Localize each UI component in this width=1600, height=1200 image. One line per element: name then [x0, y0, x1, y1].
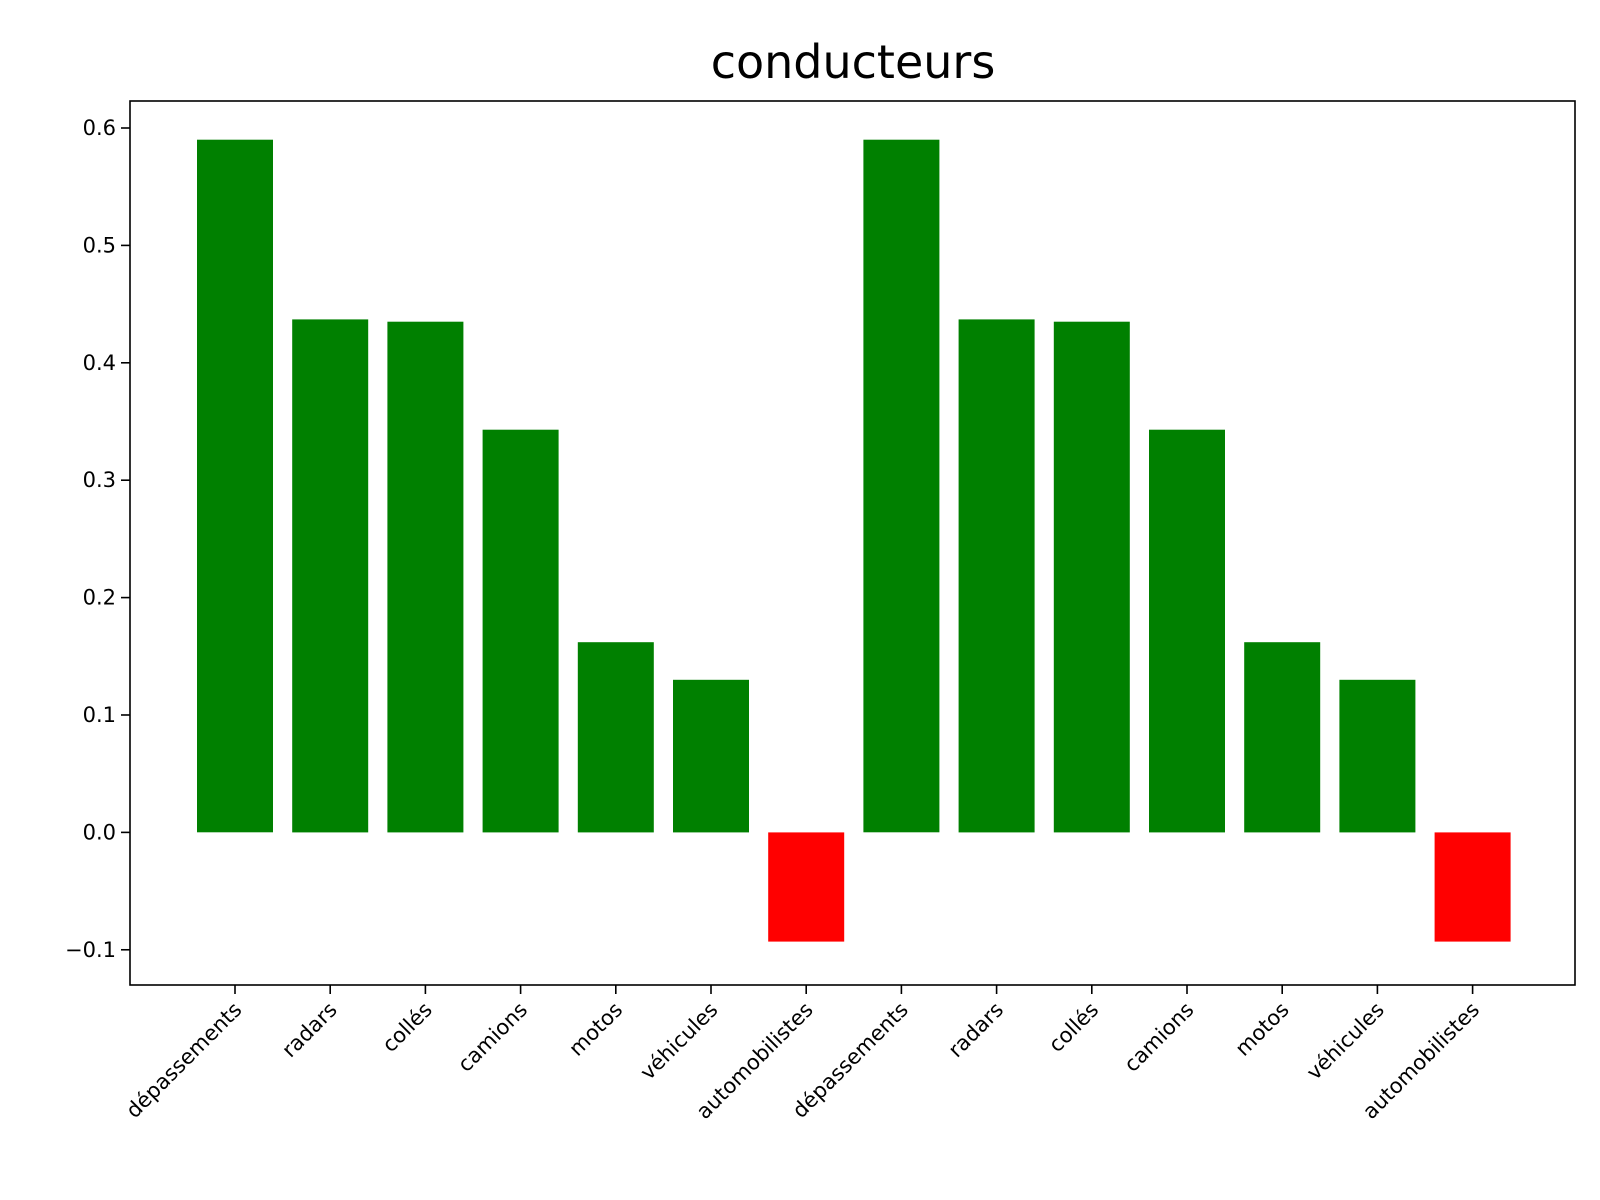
- y-tick-label: 0.3: [83, 468, 116, 492]
- bar-7: [863, 139, 940, 833]
- y-tick-label: 0.6: [83, 116, 116, 140]
- x-tick-label: collés: [1044, 998, 1103, 1057]
- y-tick-label: 0.5: [83, 233, 116, 257]
- bar-2: [387, 321, 464, 833]
- x-tick-label: collés: [378, 998, 437, 1057]
- bar-10: [1149, 429, 1225, 833]
- y-tick-label: −0.1: [65, 938, 116, 962]
- bar-5: [673, 679, 749, 833]
- x-tick-label: véhicules: [636, 998, 723, 1085]
- x-axis: dépassements radars collés camions motos véhi…: [121, 985, 1484, 1124]
- bar-13: [1434, 832, 1511, 942]
- x-tick-label: motos: [1231, 998, 1294, 1061]
- x-tick-label: radars: [277, 998, 342, 1063]
- y-tick-label: 0.2: [83, 586, 116, 610]
- y-axis: −0.1 0.0 0.1 0.2 0.3 0.4 0.5 0.6: [65, 116, 130, 962]
- bar-6: [768, 832, 845, 942]
- x-tick-label: camions: [1119, 998, 1198, 1077]
- x-tick-label: dépassements: [121, 998, 246, 1123]
- y-tick-label: 0.1: [83, 703, 116, 727]
- x-tick-label: radars: [944, 998, 1009, 1063]
- y-tick-label: 0.4: [83, 351, 116, 375]
- bar-11: [1244, 642, 1321, 833]
- bar-4: [577, 642, 654, 833]
- x-tick-label: véhicules: [1302, 998, 1389, 1085]
- plot-area-frame: [129, 100, 1576, 986]
- chart-title: conducteurs: [711, 35, 996, 89]
- bar-8: [958, 319, 1035, 833]
- bar-1: [292, 319, 369, 833]
- x-tick-label: motos: [564, 998, 627, 1061]
- bar-3: [482, 429, 559, 833]
- x-tick-label: camions: [453, 998, 532, 1077]
- bar-12: [1339, 679, 1416, 833]
- bar-9: [1053, 321, 1130, 833]
- y-tick-label: 0.0: [83, 820, 116, 844]
- bar-0: [197, 139, 273, 833]
- bars-layer: [197, 139, 1511, 942]
